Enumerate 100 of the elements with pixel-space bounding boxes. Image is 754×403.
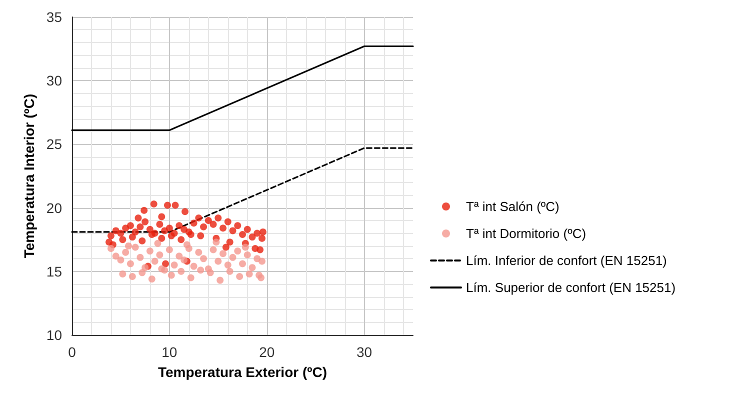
point xyxy=(166,246,173,254)
point xyxy=(216,276,224,284)
y-tick-label: 25 xyxy=(46,136,62,152)
point xyxy=(168,272,175,279)
point xyxy=(259,228,266,236)
point xyxy=(119,236,126,244)
point xyxy=(239,231,246,238)
point xyxy=(132,228,139,236)
point xyxy=(164,202,171,209)
point xyxy=(156,220,164,228)
point xyxy=(138,237,146,244)
point xyxy=(112,252,120,260)
x-axis-title: Temperatura Exterior (ºC) xyxy=(158,364,328,380)
point xyxy=(150,200,158,208)
point xyxy=(234,222,242,230)
point xyxy=(183,241,190,248)
point xyxy=(107,245,114,252)
x-tick-label: 0 xyxy=(68,344,76,360)
point xyxy=(154,240,162,247)
point xyxy=(119,270,126,278)
point xyxy=(248,234,256,241)
y-tick-label: 30 xyxy=(46,72,62,89)
point xyxy=(239,260,246,268)
point xyxy=(182,208,189,216)
point xyxy=(220,250,227,258)
legend-label: Lím. Superior de confort (EN 15251) xyxy=(466,280,676,295)
point xyxy=(258,234,266,242)
point xyxy=(244,226,251,233)
point xyxy=(234,248,242,255)
y-tick-label: 20 xyxy=(46,200,62,216)
point xyxy=(206,269,214,276)
point xyxy=(229,254,236,261)
point xyxy=(107,232,114,240)
point xyxy=(244,251,251,258)
point xyxy=(222,244,230,251)
point xyxy=(187,231,194,238)
point xyxy=(200,223,208,230)
point xyxy=(170,262,178,269)
point xyxy=(242,244,249,251)
point xyxy=(210,220,217,228)
x-tick-label: 20 xyxy=(259,344,275,360)
point xyxy=(178,268,185,275)
point xyxy=(140,206,148,214)
point xyxy=(224,262,232,269)
point xyxy=(168,232,175,240)
point xyxy=(158,234,166,242)
legend-label: Lím. Inferior de confort (EN 15251) xyxy=(466,253,667,268)
y-tick-label: 15 xyxy=(46,263,62,280)
point xyxy=(210,246,217,254)
point xyxy=(138,269,146,276)
point xyxy=(156,251,164,258)
point xyxy=(197,266,204,274)
point xyxy=(214,258,222,265)
x-tick-label: 30 xyxy=(356,344,372,360)
point xyxy=(200,255,208,262)
point xyxy=(212,238,220,246)
point xyxy=(132,244,139,251)
point xyxy=(148,231,156,238)
point xyxy=(158,265,166,272)
point xyxy=(252,245,259,252)
point xyxy=(204,217,212,224)
point xyxy=(122,248,130,256)
point xyxy=(180,256,188,264)
point xyxy=(125,242,132,250)
point xyxy=(146,248,154,255)
point xyxy=(158,213,166,220)
point xyxy=(117,230,124,237)
point xyxy=(162,260,170,268)
point xyxy=(224,218,232,226)
point xyxy=(258,274,265,282)
point xyxy=(187,274,194,282)
point xyxy=(195,214,202,222)
point xyxy=(197,232,204,240)
legend-label: Tª int Salón (ºC) xyxy=(466,199,560,214)
point xyxy=(195,248,202,256)
point xyxy=(226,268,234,275)
point xyxy=(134,214,142,222)
point xyxy=(126,260,134,268)
point xyxy=(236,272,244,280)
point xyxy=(151,258,158,265)
point xyxy=(214,214,222,222)
y-tick-label: 35 xyxy=(46,9,62,25)
point xyxy=(128,272,136,280)
legend-label: Tª int Dormitorio (ºC) xyxy=(466,226,586,241)
point xyxy=(176,222,183,230)
point xyxy=(136,254,144,261)
point xyxy=(246,270,253,278)
point xyxy=(128,234,136,241)
point xyxy=(190,220,198,227)
y-axis-title: Temperatura Interior (ºC) xyxy=(21,94,37,258)
point xyxy=(178,236,185,244)
point xyxy=(166,224,173,232)
point xyxy=(172,202,179,209)
point xyxy=(190,262,198,270)
point xyxy=(126,222,134,230)
point xyxy=(248,264,256,272)
point xyxy=(142,218,149,226)
point xyxy=(136,223,144,230)
point xyxy=(254,230,261,237)
point xyxy=(226,238,234,246)
